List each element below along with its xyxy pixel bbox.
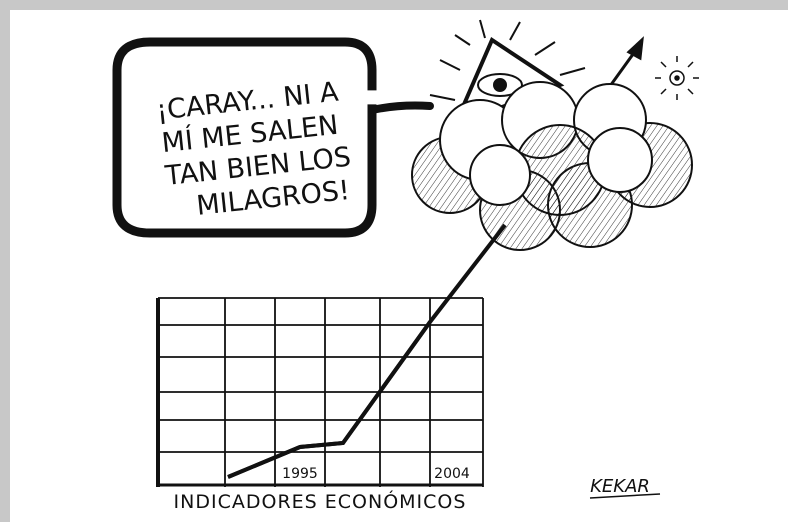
cartoon: ¡CARAY... NI A MÍ ME SALEN TAN BIEN LOS … (0, 0, 788, 522)
chart-title: INDICADORES ECONÓMICOS (174, 489, 467, 513)
signature: KEKAR (590, 476, 650, 497)
page: ¡CARAY... NI A MÍ ME SALEN TAN BIEN LOS … (0, 0, 788, 522)
x-label: 2004 (434, 466, 470, 482)
x-label: 1995 (282, 466, 318, 482)
